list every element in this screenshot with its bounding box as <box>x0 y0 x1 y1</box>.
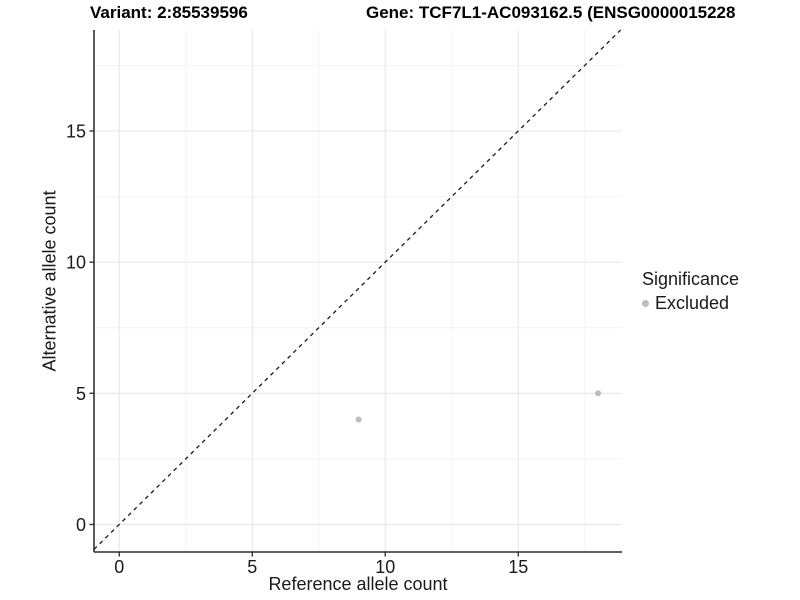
y-tick-label: 10 <box>66 253 86 273</box>
excluded-point-icon <box>642 300 649 307</box>
identity-dashed-line <box>93 29 622 550</box>
legend-title: Significance <box>642 269 740 289</box>
y-tick-label: 15 <box>66 121 86 141</box>
x-tick-label: 15 <box>508 557 528 577</box>
x-tick-label: 5 <box>247 557 257 577</box>
data-point <box>595 390 602 397</box>
data-point <box>355 416 362 423</box>
variant-title: Variant: 2:85539596 <box>90 3 248 22</box>
y-tick-label: 5 <box>76 384 86 404</box>
y-tick-label: 0 <box>76 515 86 535</box>
x-axis-title: Reference allele count <box>268 574 448 594</box>
legend: Significance Excluded <box>638 269 739 314</box>
gene-title: Gene: TCF7L1-AC093162.5 (ENSG0000015228 <box>366 3 736 22</box>
legend-item-excluded: Excluded <box>638 293 739 314</box>
x-tick-label: 0 <box>114 557 124 577</box>
x-tick-label: 10 <box>375 557 395 577</box>
legend-item-label: Excluded <box>655 293 730 313</box>
